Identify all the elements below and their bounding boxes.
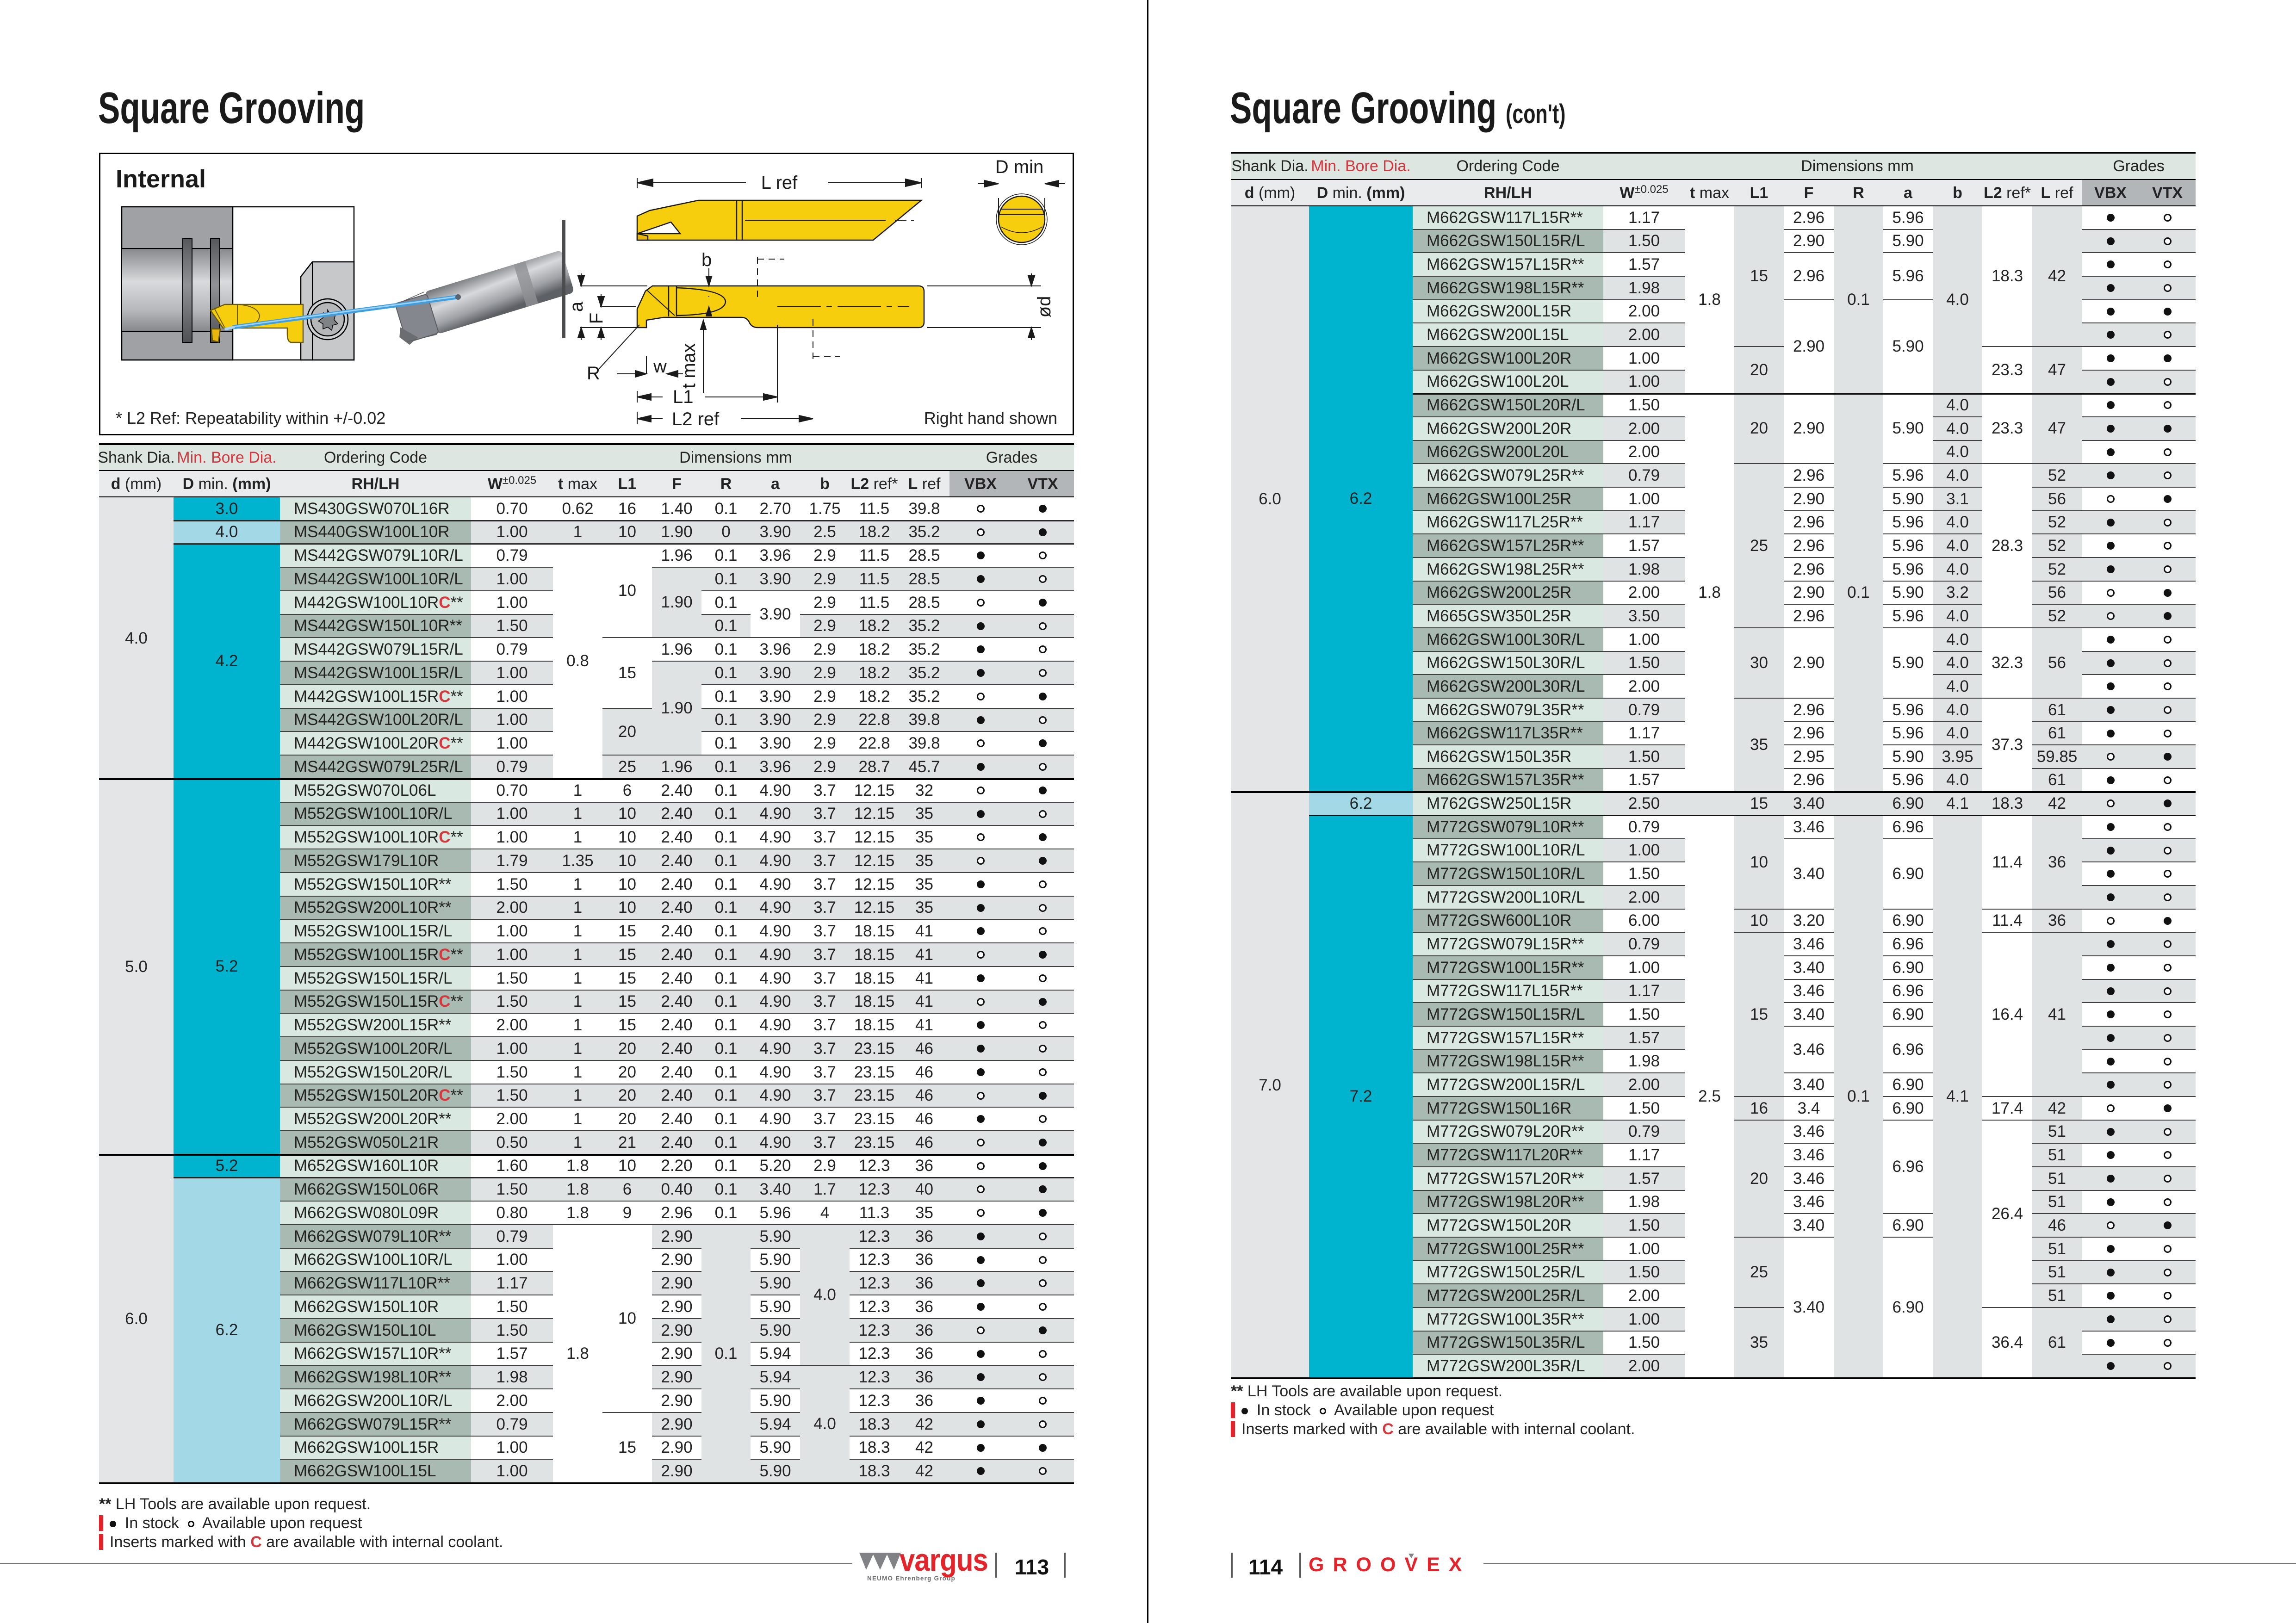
svg-text:w: w: [653, 356, 667, 377]
svg-text:L ref: L ref: [761, 173, 798, 193]
svg-text:a: a: [566, 301, 587, 312]
svg-text:Right hand shown: Right hand shown: [924, 409, 1057, 427]
svg-text:b: b: [701, 250, 712, 270]
svg-text:* L2 Ref: Repeatability within: * L2 Ref: Repeatability within +/-0.02: [116, 409, 385, 427]
svg-text:L1: L1: [673, 387, 694, 407]
svg-text:L2 ref: L2 ref: [672, 409, 720, 429]
svg-text:t max: t max: [679, 343, 699, 389]
svg-text:R: R: [587, 363, 600, 384]
svg-text:NEUMO Ehrenberg Group: NEUMO Ehrenberg Group: [867, 1575, 956, 1582]
svg-text:D min: D min: [995, 157, 1043, 177]
svg-text:Internal: Internal: [116, 165, 206, 193]
svg-text:ød: ød: [1034, 296, 1055, 318]
svg-text:F: F: [586, 313, 607, 324]
